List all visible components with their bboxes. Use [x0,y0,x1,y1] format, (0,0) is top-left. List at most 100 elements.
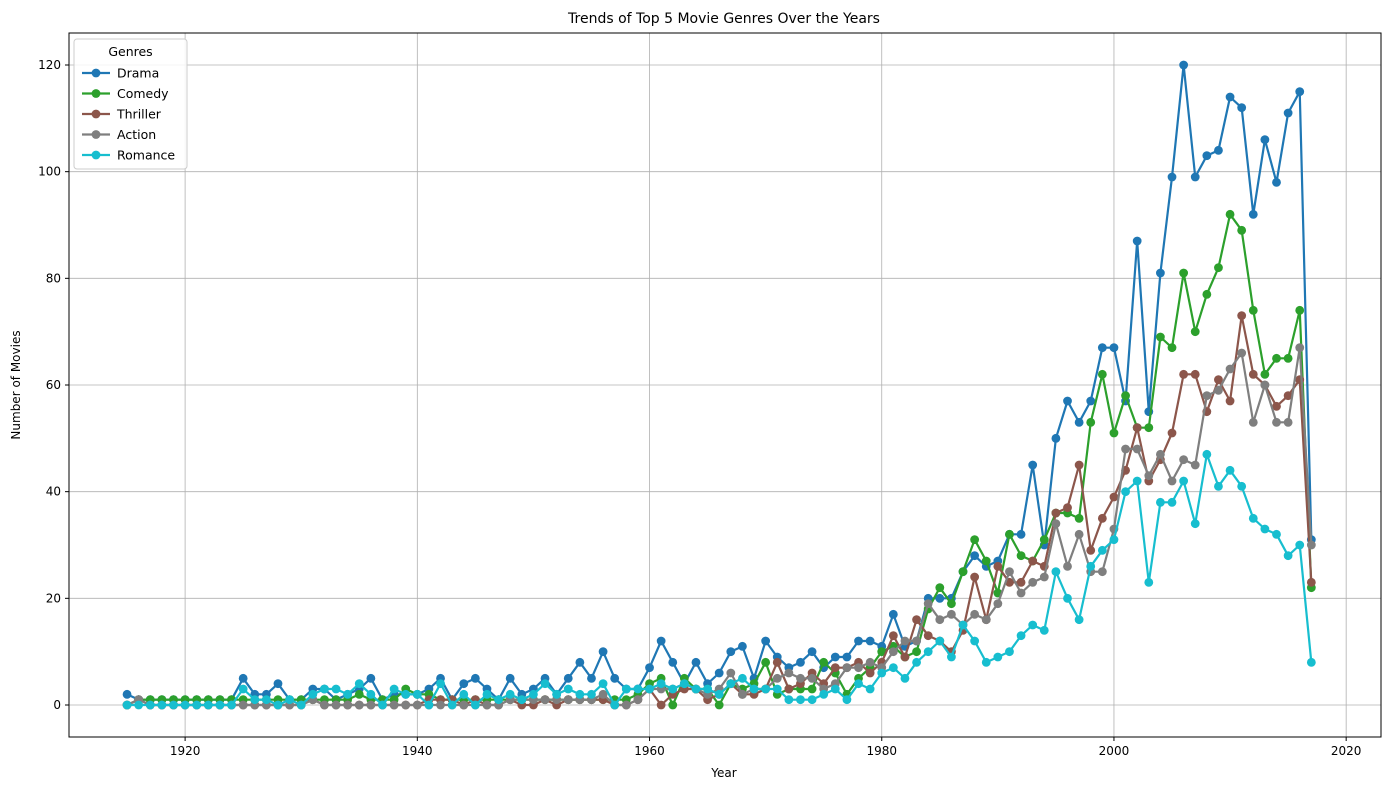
data-point-thriller [656,700,666,710]
data-point-romance [1283,551,1293,561]
data-point-drama [970,551,980,561]
data-point-drama [122,689,132,699]
data-point-romance [470,700,480,710]
data-point-drama [1028,460,1038,470]
data-point-comedy [1039,535,1049,545]
data-point-action [366,700,376,710]
legend-label: Thriller [116,107,162,122]
legend-label: Comedy [117,86,169,101]
data-point-romance [1156,497,1165,507]
data-point-action [1306,540,1316,550]
data-point-action [981,615,991,625]
data-point-drama [563,673,573,683]
data-point-drama [1051,433,1061,443]
data-point-drama [865,636,875,646]
data-point-comedy [1295,305,1305,315]
data-point-romance [1144,577,1154,587]
data-point-romance [157,700,167,710]
data-point-romance [296,700,306,710]
data-point-comedy [1167,343,1177,353]
data-point-romance [981,657,991,667]
data-point-romance [900,673,910,683]
data-point-romance [134,700,144,710]
data-point-romance [1109,535,1119,545]
data-point-romance [598,679,608,689]
data-point-action [900,636,910,646]
data-point-romance [203,700,213,710]
data-point-romance [227,700,236,710]
data-point-drama [1202,151,1212,161]
data-point-romance [285,695,294,705]
data-point-drama [761,636,771,646]
data-point-comedy [1260,369,1270,379]
data-point-romance [1248,513,1258,523]
data-point-drama [610,673,620,683]
data-point-action [1225,364,1235,374]
chart-title: Trends of Top 5 Movie Genres Over the Ye… [567,11,880,27]
data-point-action [1028,577,1038,587]
data-point-action [621,700,631,710]
data-point-action [865,657,875,667]
data-point-thriller [1074,460,1084,470]
data-point-drama [796,657,805,667]
data-point-drama [1237,103,1247,113]
data-point-romance [772,684,782,694]
data-point-action [1005,567,1014,577]
data-point-comedy [1097,369,1107,379]
data-point-drama [1156,268,1165,278]
legend-item-drama: Drama [82,66,159,81]
y-axis-label: Number of Movies [9,330,23,439]
data-point-comedy [1156,332,1165,342]
x-tick-label: 1960 [634,744,665,758]
data-point-romance [947,652,956,662]
data-point-action [1144,471,1154,481]
data-point-romance [714,689,724,699]
data-point-drama [1272,177,1281,187]
data-point-action [633,695,643,705]
data-point-drama [1074,417,1084,427]
data-point-drama [1225,92,1235,102]
data-point-action [854,663,863,673]
data-point-romance [970,636,980,646]
data-point-drama [1190,172,1200,182]
data-point-thriller [1214,375,1223,385]
data-point-thriller [1132,423,1142,433]
data-point-romance [1132,476,1142,486]
legend-label: Action [117,127,156,142]
data-point-drama [1167,172,1177,182]
data-point-action [540,695,550,705]
data-point-thriller [1167,428,1177,438]
data-point-thriller [1028,556,1038,566]
data-point-thriller [1237,311,1247,321]
data-point-romance [1074,615,1084,625]
data-point-romance [679,679,689,689]
y-tick-label: 20 [46,591,61,605]
data-point-action [1190,460,1200,470]
data-point-action [1214,385,1223,395]
data-point-romance [668,684,678,694]
data-point-comedy [1121,391,1130,401]
data-point-comedy [1179,268,1189,278]
data-point-action [401,700,411,710]
data-point-drama [1260,135,1270,145]
data-point-romance [482,689,492,699]
data-point-drama [238,673,248,683]
data-point-comedy [668,700,678,710]
data-point-romance [912,657,921,667]
data-point-action [331,700,341,710]
data-point-action [598,689,608,699]
data-point-action [1063,561,1072,571]
data-point-thriller [1225,396,1235,406]
data-point-drama [1016,529,1026,539]
data-point-romance [1260,524,1270,534]
data-point-romance [1051,567,1061,577]
data-point-action [459,700,469,710]
legend-box [73,38,188,170]
data-point-thriller [1179,369,1189,379]
x-axis-label: Year [710,766,736,780]
data-point-romance [563,684,573,694]
data-point-romance [691,684,701,694]
data-point-romance [610,700,620,710]
x-tick-label: 1920 [170,744,201,758]
data-point-comedy [958,567,968,577]
